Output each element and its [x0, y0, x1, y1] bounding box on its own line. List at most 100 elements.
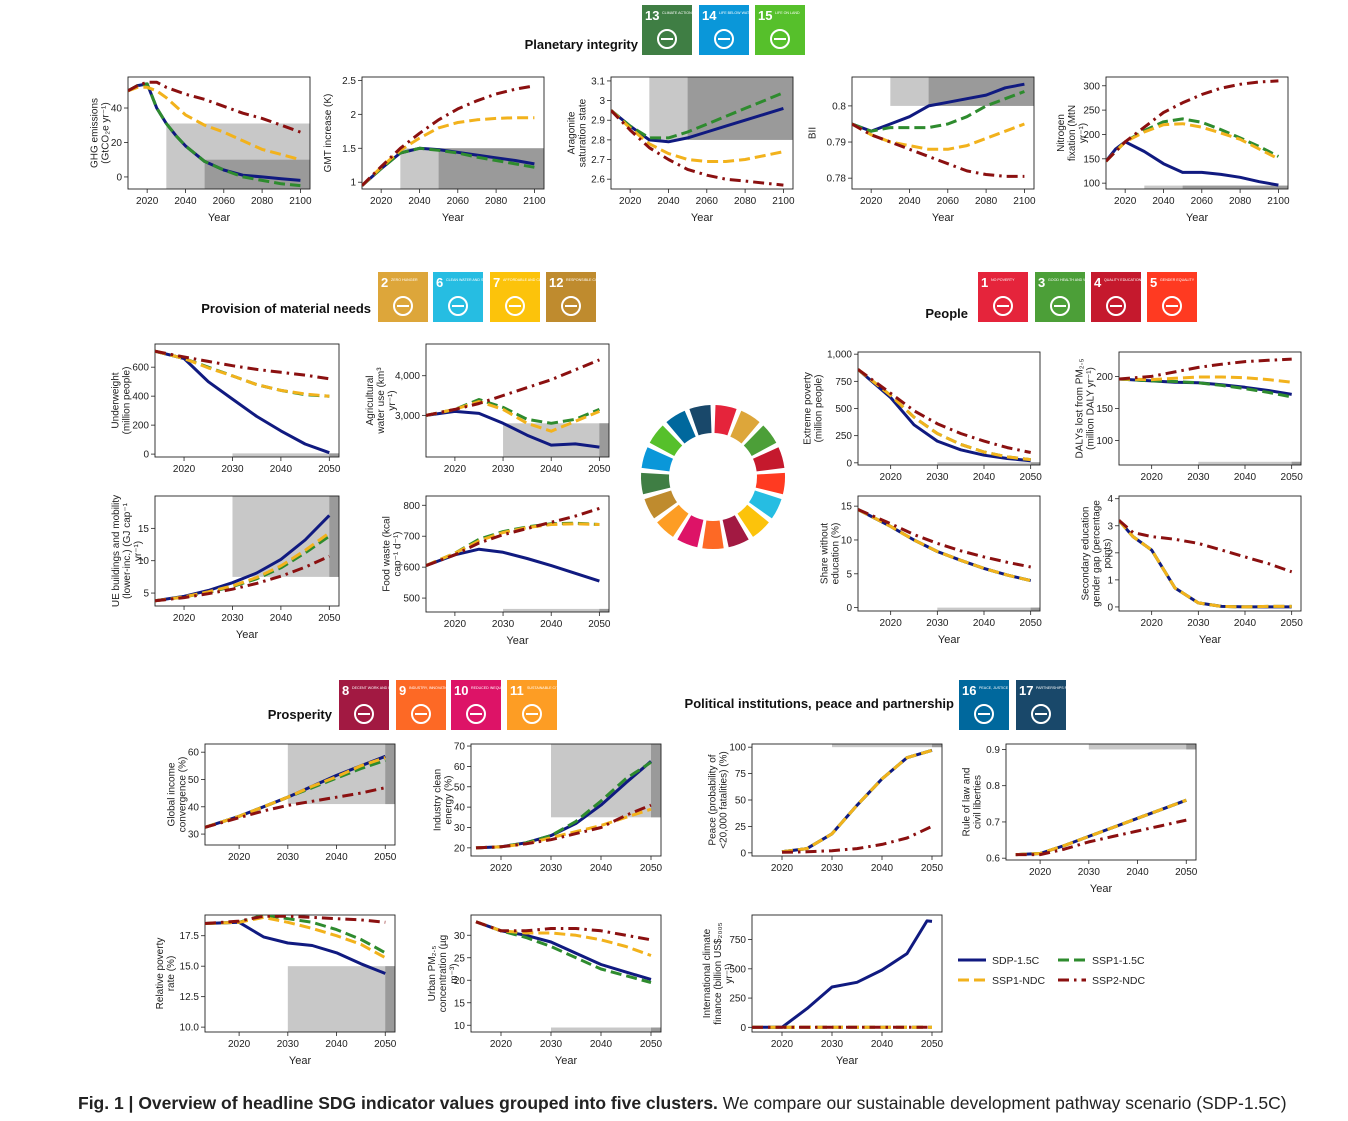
y-tick-label: 25 [454, 953, 466, 964]
tree-icon-shape [770, 29, 790, 49]
x-tick-label: 2050 [1175, 867, 1198, 878]
target-shade-dark [385, 966, 395, 1032]
series-line-sdp-1-5c [852, 82, 1025, 133]
y-axis-label-line: convergence (%) [177, 757, 188, 833]
y-axis-label-line: Nitrogen [1056, 114, 1067, 152]
series-line-ssp1-1-5c [426, 521, 600, 567]
sdg-number: 15 [758, 8, 772, 23]
y-tick-label: 400 [132, 392, 149, 403]
series-line-ssp2-ndc [128, 80, 301, 134]
series-group [475, 760, 652, 850]
y-tick-label: 0 [846, 458, 852, 469]
sdg-label: DECENT WORK AND ECONOMIC GROWTH [352, 686, 426, 690]
sdg-number: 11 [510, 683, 524, 698]
y-tick-label: 2 [350, 110, 356, 121]
y-tick-label: 250 [729, 994, 746, 1005]
series-line-sdp-1-5c [205, 920, 386, 975]
wheel-segment [714, 405, 737, 436]
y-tick-label: 4,000 [395, 371, 420, 382]
y-tick-label: 10 [841, 535, 853, 546]
sdg-number: 6 [436, 275, 443, 290]
x-tick-label: 2040 [270, 613, 293, 624]
fish-icon [714, 29, 734, 49]
x-tick-label: 2020 [444, 464, 467, 475]
panel-foodwaste: 2020 2030 2040 2050 500 600 700 800 Year Food was… [382, 495, 611, 647]
sdg-number: 7 [493, 275, 500, 290]
plot-frame [154, 343, 340, 458]
wheel-segment [722, 515, 749, 548]
y-axis-label-line: (million people) [122, 367, 133, 435]
series-line-ssp2-ndc [362, 84, 535, 187]
figure-caption: Fig. 1 | Overview of headline SDG indica… [78, 1093, 1318, 1114]
sdg-label: NO POVERTY [991, 278, 1015, 282]
y-tick-label: 3 [1107, 521, 1113, 532]
sdg-icon-1: 1 NO POVERTY [978, 272, 1028, 322]
x-tick-label: 2020 [228, 852, 251, 863]
y-axis-label-line: Food waste (kcal [382, 516, 393, 592]
plot-frame [127, 76, 311, 190]
x-tick-label: 2020 [490, 863, 513, 874]
target-shade-dark [1030, 607, 1040, 611]
series-line-ssp2-ndc [155, 349, 330, 381]
y-tick-label: 0 [143, 450, 149, 461]
x-tick-label: 2100 [772, 196, 795, 207]
x-tick-label: 2050 [318, 464, 341, 475]
sdg-icon-13: 13 CLIMATE ACTION [642, 5, 692, 55]
series-group [155, 349, 330, 455]
x-axis-label: Year [1186, 212, 1209, 224]
sdg-number: 14 [702, 8, 717, 23]
x-tick-label: 2040 [1152, 196, 1175, 207]
plot-frame [610, 76, 794, 190]
heartbeat-icon [1050, 296, 1070, 316]
sdg-number: 9 [399, 683, 406, 698]
y-tick-label: 0.6 [986, 854, 1000, 865]
x-tick-label: 2050 [318, 613, 341, 624]
y-tick-label: 150 [1083, 154, 1100, 165]
y-tick-label: 300 [1083, 81, 1100, 92]
plot-frame [857, 351, 1041, 466]
series-line-ssp2-ndc [611, 109, 784, 187]
series-line-ssp2-ndc [858, 508, 1031, 569]
y-tick-label: 2.8 [591, 135, 605, 146]
series-line-sdp-1-5c [426, 547, 600, 583]
plot-frame [1005, 743, 1197, 861]
series-line-ssp1-1-5c [1119, 519, 1292, 609]
y-axis-label-line: civil liberties [973, 775, 984, 829]
y-axis-label-line: saturation state [578, 98, 589, 167]
plot-frame [470, 743, 662, 857]
book-icon [1106, 296, 1126, 316]
series-line-ssp1-ndc [128, 85, 301, 162]
series-line-ssp1-1-5c [781, 748, 933, 854]
series-line-sdp-1-5c [426, 409, 600, 449]
y-axis-label: BII [808, 127, 819, 139]
series-line-sdp-1-5c [1106, 140, 1279, 187]
x-tick-label: 2060 [696, 196, 719, 207]
y-axis-label-line: <20,000 fatalities) (%) [719, 751, 730, 849]
series-line-ssp1-ndc [155, 349, 330, 398]
x-tick-label: 2060 [1191, 196, 1214, 207]
x-tick-label: 2020 [370, 196, 393, 207]
y-tick-label: 10.0 [180, 1023, 200, 1034]
sdg-number: 16 [962, 683, 976, 698]
y-tick-label: 60 [454, 762, 466, 773]
y-tick-label: 700 [403, 532, 420, 543]
x-tick-label: 2020 [860, 196, 883, 207]
y-axis-label-line: yr⁻¹) [133, 541, 144, 561]
y-axis-label-line: GHG emissions [89, 98, 100, 168]
rings-icon [1031, 704, 1051, 724]
sdg-icon-6: 6 CLEAN WATER AND SANITATION [433, 272, 502, 322]
series-group [155, 514, 331, 603]
target-shade-dark [651, 1027, 661, 1032]
sdg-number: 13 [645, 8, 659, 23]
sdg-icon-5: 5 GENDER EQUALITY [1147, 272, 1197, 322]
y-tick-label: 1.5 [342, 144, 356, 155]
series-group [611, 91, 784, 187]
target-shade-dark [1291, 461, 1301, 465]
x-tick-label: 2020 [880, 472, 903, 483]
series-group [1119, 519, 1293, 609]
series-line-ssp2-ndc [852, 122, 1025, 178]
wheel-segment [737, 504, 769, 537]
y-axis-label: Urban PM₂.₅concentration (µgm⁻³) [427, 935, 460, 1012]
y-axis-label: DALYs lost from PM₂.₅(million DALY yr⁻¹) [1075, 359, 1097, 459]
